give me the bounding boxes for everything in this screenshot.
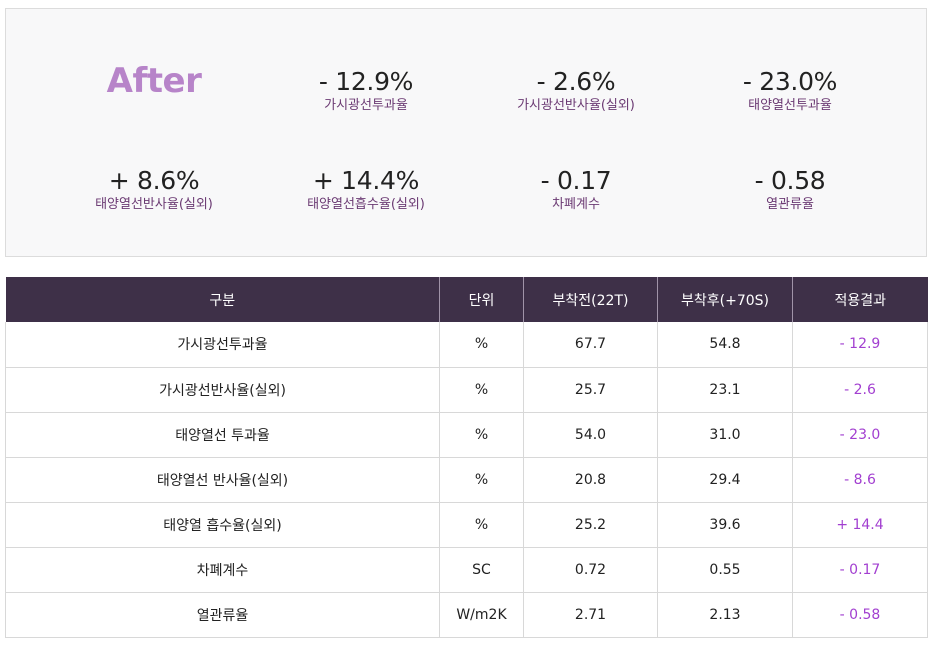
metric-value: - 0.58	[754, 166, 826, 195]
metric-value: + 14.4%	[312, 166, 420, 195]
results-table: 구분 단위 부착전(22T) 부착후(+70S) 적용결과 가시광선투과율 % …	[5, 277, 928, 638]
header-category: 구분	[5, 277, 440, 322]
cell-before: 25.7	[523, 367, 658, 413]
cell-unit: %	[439, 412, 524, 458]
cell-category: 태양열 흡수율(실외)	[5, 502, 440, 548]
table-row: 차폐계수 SC 0.72 0.55 - 0.17	[5, 547, 928, 593]
cell-result: - 8.6	[792, 457, 928, 503]
metric-solar-transmittance: - 23.0% 태양열선투과율	[680, 67, 900, 115]
metric-value: - 0.17	[540, 166, 612, 195]
header-after: 부착후(+70S)	[657, 277, 793, 322]
metric-label: 가시광선투과율	[324, 98, 408, 113]
metric-value: - 12.9%	[318, 67, 414, 96]
after-summary-panel: After - 12.9% 가시광선투과율 - 2.6% 가시광선반사율(실외)…	[5, 8, 927, 257]
table-header-row: 구분 단위 부착전(22T) 부착후(+70S) 적용결과	[5, 277, 928, 322]
metric-value: - 2.6%	[536, 67, 616, 96]
table-row: 가시광선투과율 % 67.7 54.8 - 12.9	[5, 322, 928, 368]
metric-solar-absorptance: + 14.4% 태양열선흡수율(실외)	[256, 166, 476, 214]
table-row: 태양열 흡수율(실외) % 25.2 39.6 + 14.4	[5, 502, 928, 548]
cell-unit: W/m2K	[439, 592, 524, 638]
cell-after: 31.0	[657, 412, 793, 458]
cell-category: 가시광선투과율	[5, 322, 440, 368]
cell-category: 태양열선 반사율(실외)	[5, 457, 440, 503]
cell-result: - 12.9	[792, 322, 928, 368]
cell-category: 가시광선반사율(실외)	[5, 367, 440, 413]
header-result: 적용결과	[792, 277, 928, 322]
cell-after: 0.55	[657, 547, 793, 593]
cell-unit: %	[439, 502, 524, 548]
cell-after: 54.8	[657, 322, 793, 368]
metric-label: 열관류율	[766, 197, 814, 212]
cell-after: 29.4	[657, 457, 793, 503]
cell-result: - 0.58	[792, 592, 928, 638]
cell-result: - 0.17	[792, 547, 928, 593]
cell-result: - 23.0	[792, 412, 928, 458]
cell-before: 20.8	[523, 457, 658, 503]
metric-label: 차폐계수	[552, 197, 600, 212]
cell-before: 54.0	[523, 412, 658, 458]
cell-unit: SC	[439, 547, 524, 593]
cell-after: 39.6	[657, 502, 793, 548]
metric-label: 태양열선반사율(실외)	[95, 197, 213, 212]
metric-value: - 23.0%	[742, 67, 838, 96]
metric-shading-coefficient: - 0.17 차폐계수	[466, 166, 686, 214]
cell-after: 2.13	[657, 592, 793, 638]
cell-unit: %	[439, 322, 524, 368]
header-before: 부착전(22T)	[523, 277, 658, 322]
header-unit: 단위	[439, 277, 524, 322]
table-row: 열관류율 W/m2K 2.71 2.13 - 0.58	[5, 592, 928, 638]
table-row: 가시광선반사율(실외) % 25.7 23.1 - 2.6	[5, 367, 928, 413]
cell-before: 0.72	[523, 547, 658, 593]
cell-category: 차폐계수	[5, 547, 440, 593]
cell-before: 67.7	[523, 322, 658, 368]
table-row: 태양열선 반사율(실외) % 20.8 29.4 - 8.6	[5, 457, 928, 503]
cell-result: + 14.4	[792, 502, 928, 548]
metric-u-value: - 0.58 열관류율	[680, 166, 900, 214]
metric-visible-transmittance: - 12.9% 가시광선투과율	[256, 67, 476, 115]
cell-before: 2.71	[523, 592, 658, 638]
cell-result: - 2.6	[792, 367, 928, 413]
cell-after: 23.1	[657, 367, 793, 413]
metric-visible-reflectance: - 2.6% 가시광선반사율(실외)	[466, 67, 686, 115]
metric-label: 태양열선흡수율(실외)	[307, 197, 425, 212]
cell-unit: %	[439, 367, 524, 413]
cell-before: 25.2	[523, 502, 658, 548]
table-row: 태양열선 투과율 % 54.0 31.0 - 23.0	[5, 412, 928, 458]
cell-category: 열관류율	[5, 592, 440, 638]
after-title: After	[106, 61, 202, 101]
metric-label: 태양열선투과율	[748, 98, 832, 113]
cell-category: 태양열선 투과율	[5, 412, 440, 458]
metric-label: 가시광선반사율(실외)	[517, 98, 635, 113]
metric-solar-reflectance: + 8.6% 태양열선반사율(실외)	[44, 166, 264, 214]
cell-unit: %	[439, 457, 524, 503]
metric-value: + 8.6%	[108, 166, 200, 195]
